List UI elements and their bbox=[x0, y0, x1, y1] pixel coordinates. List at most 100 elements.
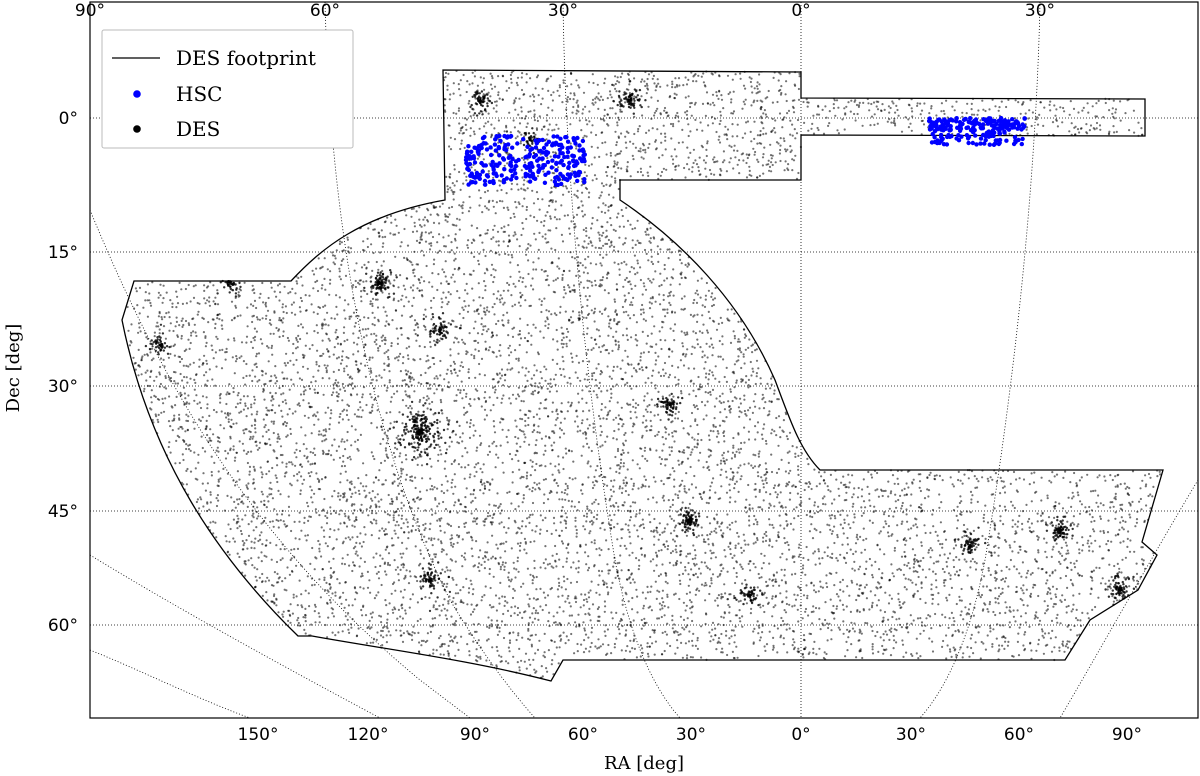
des-point bbox=[349, 247, 353, 250]
des-point bbox=[256, 568, 259, 571]
des-point bbox=[253, 402, 256, 405]
des-point bbox=[278, 404, 281, 407]
des-point bbox=[759, 377, 762, 380]
des-point bbox=[680, 390, 683, 393]
des-point bbox=[588, 236, 591, 239]
des-point bbox=[1034, 491, 1037, 494]
des-point bbox=[1088, 549, 1091, 552]
des-point bbox=[610, 175, 613, 178]
des-point bbox=[1022, 644, 1025, 647]
des-point bbox=[700, 277, 703, 280]
des-point bbox=[1078, 633, 1081, 636]
des-point bbox=[607, 569, 610, 572]
des-point bbox=[690, 601, 693, 604]
des-point bbox=[807, 485, 810, 488]
des-point bbox=[532, 597, 536, 600]
des-point bbox=[328, 282, 332, 285]
des-point bbox=[168, 378, 171, 381]
des-point bbox=[608, 400, 611, 403]
des-point bbox=[246, 547, 249, 550]
des-point bbox=[784, 611, 788, 614]
des-point bbox=[559, 367, 562, 370]
des-point bbox=[227, 414, 230, 417]
des-point bbox=[329, 506, 332, 509]
des-point bbox=[674, 116, 677, 119]
des-point bbox=[628, 650, 632, 653]
des-point bbox=[567, 639, 570, 642]
des-point bbox=[495, 110, 498, 113]
des-point bbox=[226, 494, 229, 497]
des-point bbox=[468, 476, 471, 479]
des-point bbox=[1025, 576, 1028, 579]
des-point bbox=[524, 436, 527, 439]
des-point bbox=[225, 402, 228, 406]
des-point bbox=[588, 390, 591, 393]
des-point bbox=[1091, 516, 1094, 519]
des-point bbox=[916, 102, 919, 105]
des-point bbox=[401, 490, 404, 493]
des-point bbox=[624, 591, 627, 595]
des-point bbox=[300, 465, 304, 468]
des-point bbox=[931, 640, 934, 643]
des-point bbox=[589, 262, 592, 265]
des-point bbox=[381, 644, 384, 647]
des-point bbox=[268, 493, 271, 496]
des-point bbox=[410, 215, 413, 218]
des-point bbox=[507, 576, 510, 579]
des-point bbox=[704, 391, 707, 394]
des-point bbox=[632, 482, 636, 485]
des-point bbox=[310, 623, 313, 626]
des-point bbox=[1053, 104, 1056, 107]
des-point bbox=[503, 526, 506, 529]
des-point bbox=[498, 654, 501, 657]
des-point bbox=[431, 272, 434, 275]
des-point bbox=[994, 601, 997, 604]
des-point bbox=[453, 164, 456, 167]
des-point bbox=[497, 240, 500, 243]
des-point bbox=[341, 382, 344, 386]
des-point bbox=[469, 493, 472, 496]
des-point bbox=[405, 393, 408, 396]
des-point bbox=[567, 401, 570, 404]
des-point bbox=[674, 77, 677, 80]
des-point bbox=[524, 149, 527, 152]
des-point bbox=[1055, 108, 1058, 111]
des-point bbox=[446, 480, 449, 483]
des-point bbox=[178, 418, 181, 421]
des-point bbox=[607, 193, 611, 196]
des-point bbox=[1117, 533, 1120, 536]
des-point bbox=[724, 592, 727, 595]
des-point bbox=[322, 305, 325, 308]
des-point bbox=[830, 611, 833, 614]
des-point bbox=[227, 338, 230, 341]
des-point bbox=[454, 239, 457, 242]
des-point bbox=[870, 606, 874, 609]
des-point bbox=[748, 406, 752, 409]
des-point bbox=[586, 427, 590, 430]
des-point bbox=[904, 543, 907, 546]
des-point bbox=[371, 406, 374, 409]
des-point bbox=[656, 245, 659, 248]
des-point bbox=[742, 533, 745, 536]
des-point bbox=[527, 416, 530, 420]
des-point bbox=[926, 488, 929, 491]
des-point bbox=[613, 642, 617, 646]
des-point bbox=[420, 233, 423, 236]
des-point bbox=[407, 537, 410, 540]
des-point bbox=[588, 360, 591, 363]
des-point bbox=[351, 604, 354, 607]
des-point bbox=[470, 224, 473, 227]
des-point bbox=[431, 560, 434, 563]
des-point bbox=[618, 467, 621, 470]
des-point bbox=[277, 526, 280, 529]
des-point bbox=[988, 589, 991, 592]
des-point bbox=[607, 209, 610, 212]
des-point bbox=[993, 507, 996, 510]
des-point bbox=[664, 339, 667, 342]
des-point bbox=[546, 278, 549, 281]
des-point bbox=[635, 385, 638, 388]
des-point bbox=[436, 519, 439, 522]
des-point bbox=[238, 294, 241, 297]
des-point bbox=[702, 159, 706, 162]
des-point bbox=[558, 581, 561, 585]
